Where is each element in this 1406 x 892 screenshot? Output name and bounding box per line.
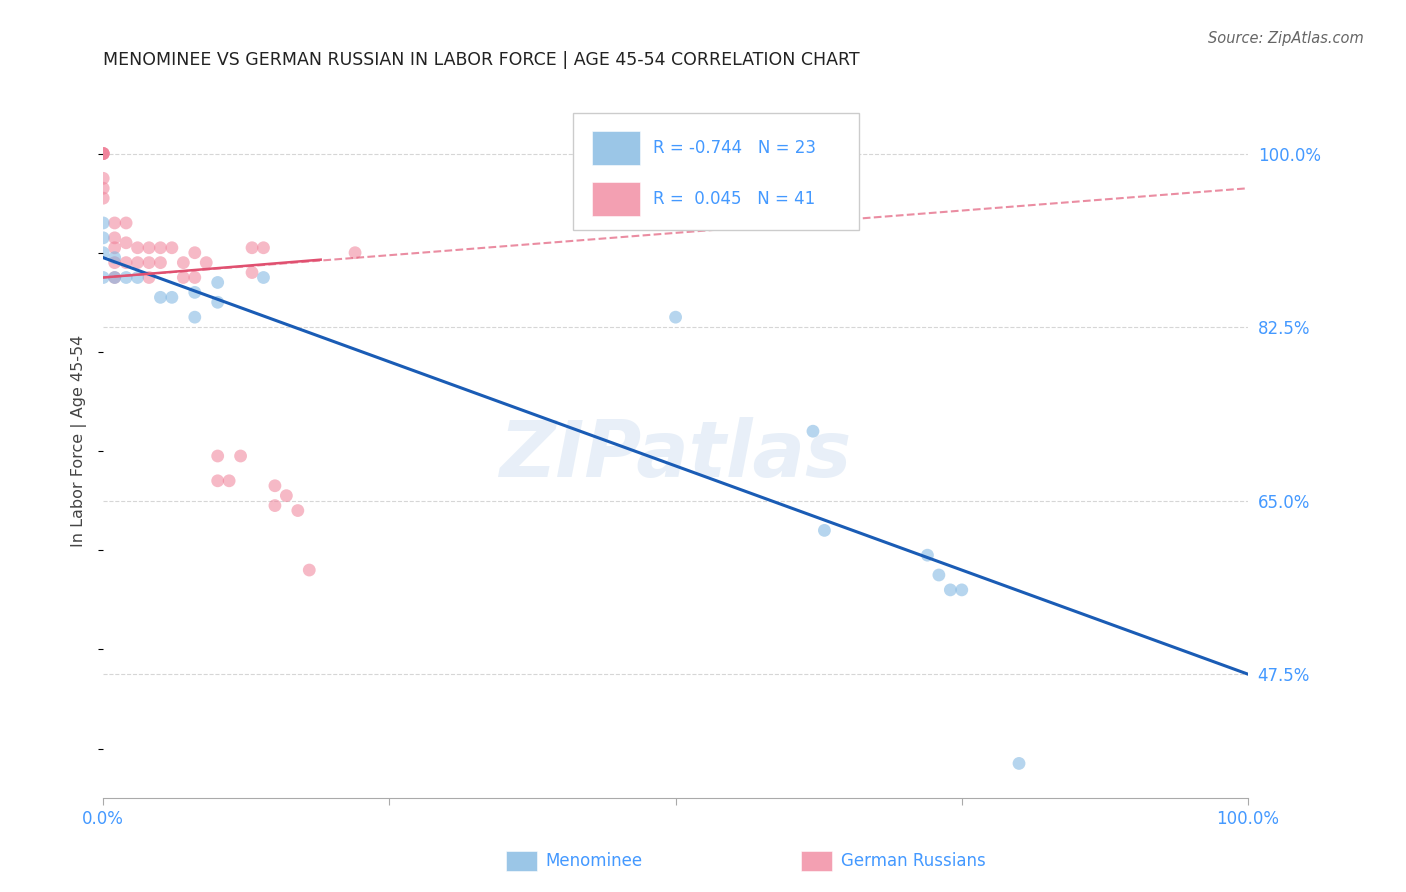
- Point: [813, 524, 835, 538]
- Point: [298, 563, 321, 577]
- Point: [127, 270, 149, 285]
- Point: [127, 255, 149, 269]
- Point: [138, 270, 160, 285]
- Point: [115, 235, 138, 250]
- Point: [184, 270, 207, 285]
- Point: [104, 270, 127, 285]
- Point: [115, 255, 138, 269]
- Point: [149, 290, 172, 304]
- Point: [91, 216, 114, 230]
- Point: [104, 251, 127, 265]
- Point: [665, 310, 688, 325]
- Point: [184, 245, 207, 260]
- Text: German Russians: German Russians: [841, 852, 986, 870]
- Point: [104, 241, 127, 255]
- Text: R = -0.744   N = 23: R = -0.744 N = 23: [652, 139, 815, 157]
- Point: [91, 146, 114, 161]
- Point: [138, 241, 160, 255]
- Point: [229, 449, 252, 463]
- Point: [115, 270, 138, 285]
- Point: [1008, 756, 1031, 771]
- Point: [950, 582, 973, 597]
- Point: [207, 276, 229, 290]
- Point: [184, 285, 207, 300]
- Point: [276, 489, 298, 503]
- Text: R =  0.045   N = 41: R = 0.045 N = 41: [652, 190, 815, 208]
- Point: [264, 479, 287, 493]
- Point: [207, 295, 229, 310]
- Point: [91, 146, 114, 161]
- Point: [91, 245, 114, 260]
- Point: [195, 255, 218, 269]
- Point: [127, 241, 149, 255]
- Point: [207, 449, 229, 463]
- Point: [104, 270, 127, 285]
- Point: [939, 582, 962, 597]
- Point: [104, 216, 127, 230]
- Point: [104, 231, 127, 245]
- Point: [917, 548, 939, 562]
- Point: [801, 424, 824, 438]
- Point: [91, 270, 114, 285]
- Text: MENOMINEE VS GERMAN RUSSIAN IN LABOR FORCE | AGE 45-54 CORRELATION CHART: MENOMINEE VS GERMAN RUSSIAN IN LABOR FOR…: [103, 51, 860, 69]
- Point: [91, 231, 114, 245]
- Point: [115, 216, 138, 230]
- Y-axis label: In Labor Force | Age 45-54: In Labor Force | Age 45-54: [72, 335, 87, 548]
- Point: [252, 270, 274, 285]
- Point: [160, 290, 183, 304]
- Point: [240, 266, 263, 280]
- Point: [91, 181, 114, 195]
- Point: [218, 474, 240, 488]
- Point: [91, 146, 114, 161]
- Point: [91, 146, 114, 161]
- Point: [172, 270, 194, 285]
- Point: [344, 245, 367, 260]
- Point: [149, 255, 172, 269]
- Point: [184, 310, 207, 325]
- FancyBboxPatch shape: [592, 130, 640, 165]
- Point: [207, 474, 229, 488]
- Point: [138, 255, 160, 269]
- Point: [91, 171, 114, 186]
- Point: [240, 241, 263, 255]
- FancyBboxPatch shape: [592, 182, 640, 216]
- Point: [104, 255, 127, 269]
- Point: [928, 568, 950, 582]
- Point: [149, 241, 172, 255]
- Point: [252, 241, 274, 255]
- Text: Menominee: Menominee: [546, 852, 643, 870]
- Point: [160, 241, 183, 255]
- Point: [287, 503, 309, 517]
- Point: [264, 499, 287, 513]
- Text: Source: ZipAtlas.com: Source: ZipAtlas.com: [1208, 31, 1364, 46]
- Point: [91, 191, 114, 205]
- FancyBboxPatch shape: [572, 112, 859, 230]
- Text: ZIPatlas: ZIPatlas: [499, 417, 852, 493]
- Point: [172, 255, 194, 269]
